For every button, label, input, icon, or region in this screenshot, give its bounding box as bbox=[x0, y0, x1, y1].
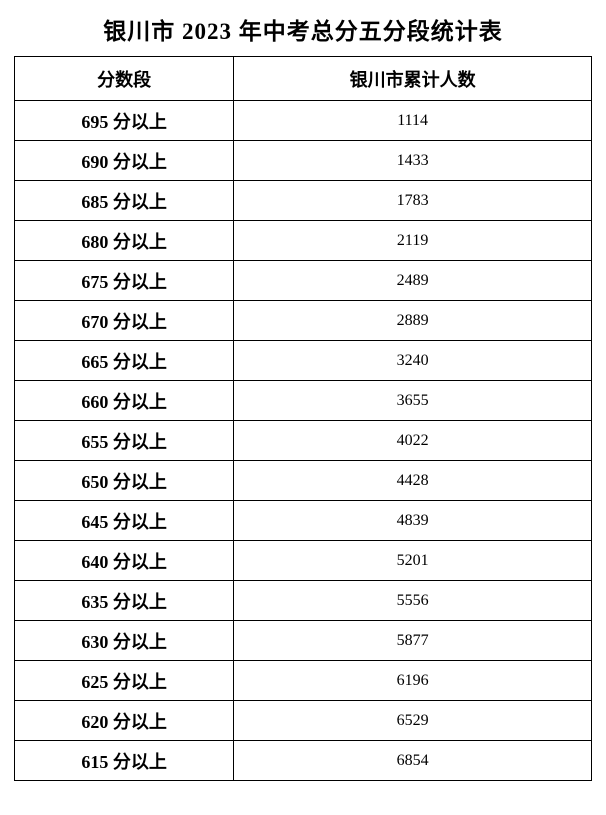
cell-range: 680 分以上 bbox=[15, 221, 234, 261]
header-count: 银川市累计人数 bbox=[234, 57, 592, 101]
table-row: 635 分以上5556 bbox=[15, 581, 592, 621]
table-row: 640 分以上5201 bbox=[15, 541, 592, 581]
cell-range: 690 分以上 bbox=[15, 141, 234, 181]
header-range: 分数段 bbox=[15, 57, 234, 101]
table-row: 665 分以上3240 bbox=[15, 341, 592, 381]
cell-count: 5556 bbox=[234, 581, 592, 621]
table-row: 615 分以上6854 bbox=[15, 741, 592, 781]
table-row: 695 分以上1114 bbox=[15, 101, 592, 141]
table-row: 655 分以上4022 bbox=[15, 421, 592, 461]
cell-range: 620 分以上 bbox=[15, 701, 234, 741]
table-row: 620 分以上6529 bbox=[15, 701, 592, 741]
cell-range: 630 分以上 bbox=[15, 621, 234, 661]
cell-count: 1783 bbox=[234, 181, 592, 221]
table-row: 645 分以上4839 bbox=[15, 501, 592, 541]
score-table: 分数段 银川市累计人数 695 分以上1114 690 分以上1433 685 … bbox=[14, 56, 592, 781]
cell-range: 645 分以上 bbox=[15, 501, 234, 541]
cell-range: 635 分以上 bbox=[15, 581, 234, 621]
cell-count: 1114 bbox=[234, 101, 592, 141]
cell-range: 675 分以上 bbox=[15, 261, 234, 301]
cell-count: 4428 bbox=[234, 461, 592, 501]
table-row: 650 分以上4428 bbox=[15, 461, 592, 501]
cell-count: 2489 bbox=[234, 261, 592, 301]
cell-range: 685 分以上 bbox=[15, 181, 234, 221]
cell-range: 670 分以上 bbox=[15, 301, 234, 341]
cell-count: 4022 bbox=[234, 421, 592, 461]
cell-range: 650 分以上 bbox=[15, 461, 234, 501]
cell-count: 4839 bbox=[234, 501, 592, 541]
cell-count: 2119 bbox=[234, 221, 592, 261]
table-body: 695 分以上1114 690 分以上1433 685 分以上1783 680 … bbox=[15, 101, 592, 781]
cell-count: 6196 bbox=[234, 661, 592, 701]
cell-count: 3240 bbox=[234, 341, 592, 381]
table-row: 630 分以上5877 bbox=[15, 621, 592, 661]
page-title: 银川市 2023 年中考总分五分段统计表 bbox=[14, 12, 592, 46]
cell-range: 615 分以上 bbox=[15, 741, 234, 781]
table-row: 680 分以上2119 bbox=[15, 221, 592, 261]
table-row: 685 分以上1783 bbox=[15, 181, 592, 221]
table-row: 625 分以上6196 bbox=[15, 661, 592, 701]
cell-range: 665 分以上 bbox=[15, 341, 234, 381]
table-header-row: 分数段 银川市累计人数 bbox=[15, 57, 592, 101]
table-row: 660 分以上3655 bbox=[15, 381, 592, 421]
cell-count: 1433 bbox=[234, 141, 592, 181]
cell-range: 640 分以上 bbox=[15, 541, 234, 581]
cell-count: 6529 bbox=[234, 701, 592, 741]
table-row: 675 分以上2489 bbox=[15, 261, 592, 301]
table-row: 690 分以上1433 bbox=[15, 141, 592, 181]
cell-count: 3655 bbox=[234, 381, 592, 421]
cell-range: 655 分以上 bbox=[15, 421, 234, 461]
cell-range: 660 分以上 bbox=[15, 381, 234, 421]
cell-count: 5877 bbox=[234, 621, 592, 661]
table-row: 670 分以上2889 bbox=[15, 301, 592, 341]
cell-count: 2889 bbox=[234, 301, 592, 341]
cell-count: 6854 bbox=[234, 741, 592, 781]
cell-range: 625 分以上 bbox=[15, 661, 234, 701]
cell-count: 5201 bbox=[234, 541, 592, 581]
cell-range: 695 分以上 bbox=[15, 101, 234, 141]
